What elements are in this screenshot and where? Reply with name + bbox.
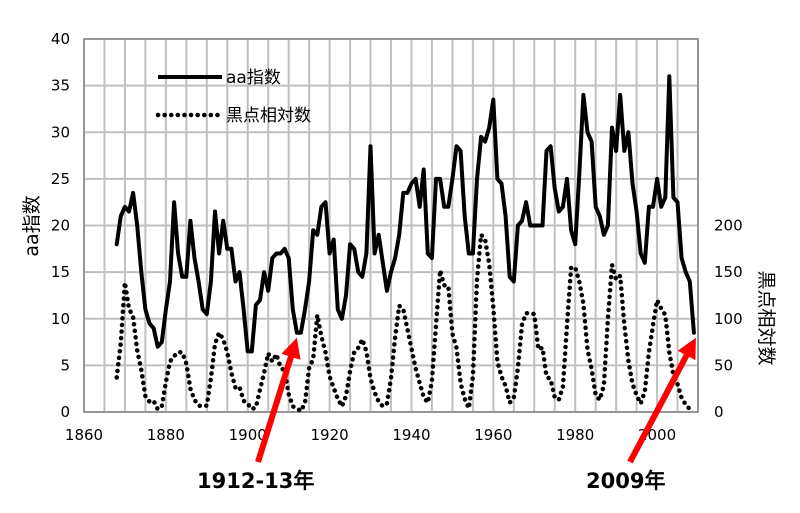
legend: aa指数 黒点相対数	[155, 68, 311, 126]
y-left-tick-label: 10	[51, 310, 70, 328]
x-tick-label: 1860	[65, 426, 103, 444]
x-tick-label: 1980	[556, 426, 594, 444]
annotation-label-1912: 1912-13年	[197, 469, 314, 493]
annotation-arrow-1912	[255, 337, 301, 463]
y-right-tick-label: 0	[714, 403, 724, 421]
y-right-axis-title: 黒点相対数	[755, 270, 777, 365]
legend-label-sunspot: 黒点相対数	[226, 106, 311, 126]
y-right-tick-label: 50	[714, 356, 733, 374]
y-left-tick-label: 20	[51, 217, 70, 235]
y-left-tick-label: 25	[51, 170, 70, 188]
y-left-tick-label: 30	[51, 123, 70, 141]
x-tick-label: 1940	[392, 426, 430, 444]
y-left-axis-title: aa指数	[21, 195, 43, 256]
x-tick-label: 1960	[474, 426, 512, 444]
annotation-label-2009: 2009年	[586, 469, 665, 493]
legend-label-aa: aa指数	[226, 68, 281, 88]
annotation-arrow-2009	[627, 337, 696, 464]
x-tick-label: 1920	[311, 426, 349, 444]
y-right-tick-label: 150	[714, 263, 743, 281]
y-left-tick-label: 40	[51, 30, 70, 48]
x-tick-label: 1880	[147, 426, 185, 444]
y-left-tick-label: 5	[60, 356, 70, 374]
series-line-aa	[114, 74, 696, 354]
y-left-tick-label: 35	[51, 77, 70, 95]
plot-frame	[83, 38, 699, 413]
series-line-sunspot	[114, 232, 697, 414]
y-right-tick-label: 200	[714, 217, 743, 235]
series-group	[114, 74, 697, 414]
annotations: 1912-13年 2009年	[197, 337, 696, 493]
y-right-axis-ticks: 0 50 100 150 200	[714, 217, 743, 422]
y-left-axis-ticks: 0 5 10 15 20 25 30 35 40	[51, 30, 70, 421]
y-left-tick-label: 15	[51, 263, 70, 281]
x-axis-ticks: 1860 1880 1900 1920 1940 1960 1980 2000	[65, 426, 676, 444]
x-tick-label: 1900	[229, 426, 267, 444]
y-right-tick-label: 100	[714, 310, 743, 328]
y-left-tick-label: 0	[60, 403, 70, 421]
